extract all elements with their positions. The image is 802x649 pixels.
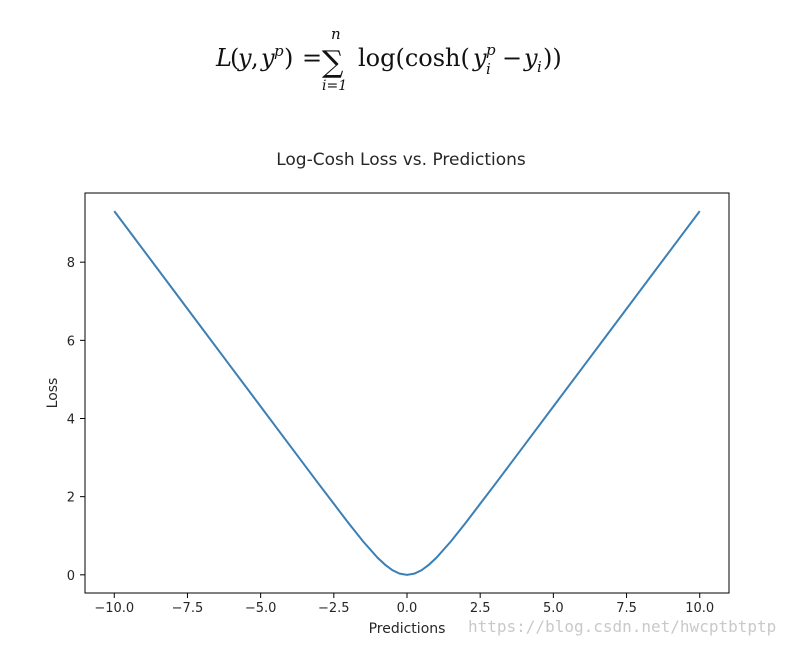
formula-lhs-comma: ,	[251, 44, 259, 72]
formula-lhs-open: (	[230, 44, 239, 72]
formula-lhs-l: L	[215, 44, 232, 72]
watermark: https://blog.csdn.net/hwcptbtptp	[468, 617, 777, 636]
formula-rhs-y: y	[472, 44, 487, 72]
formula-lhs-y: y	[237, 44, 252, 72]
formula-rhs-i-sub: i	[486, 60, 491, 78]
y-axis-label: Loss	[45, 378, 61, 409]
x-tick-label: 10.0	[685, 601, 714, 616]
formula-rhs-func: log(cosh(	[358, 44, 470, 72]
x-axis-label: Predictions	[369, 621, 446, 637]
y-axis: 0 2 4 6 8	[67, 256, 85, 584]
formula-rhs-close: ))	[543, 44, 562, 72]
formula-sum-symbol: ∑	[322, 45, 344, 80]
formula-sum-lower: i=1	[322, 78, 347, 94]
x-tick-label: −2.5	[318, 601, 350, 616]
series-line	[113, 210, 701, 576]
x-axis: −10.0 −7.5 −5.0 −2.5 0.0 2.5 5.0 7.5 10.0	[94, 593, 714, 616]
y-tick-label: 0	[67, 569, 75, 584]
formula-rhs-p-sup: p	[486, 41, 496, 59]
formula-svg: L ( y , y p ) = n ∑ i=1 log(cosh( y p i …	[215, 26, 562, 94]
x-tick-label: −7.5	[172, 601, 204, 616]
formula-lhs-p-sup: p	[274, 42, 284, 60]
y-tick-label: 6	[67, 334, 75, 349]
formula: L ( y , y p ) = n ∑ i=1 log(cosh( y p i …	[208, 26, 568, 96]
formula-sum-upper: n	[331, 26, 341, 43]
formula-lhs-y2: y	[260, 44, 275, 72]
x-tick-label: 0.0	[397, 601, 418, 616]
x-tick-label: 2.5	[470, 601, 491, 616]
formula-equals: =	[302, 44, 322, 72]
plot-area	[84, 192, 730, 594]
x-tick-label: 7.5	[616, 601, 637, 616]
formula-rhs-y2-sub: i	[537, 58, 542, 76]
formula-lhs-close: )	[284, 44, 293, 72]
chart-title: Log-Cosh Loss vs. Predictions	[276, 150, 526, 170]
plot-frame	[84, 192, 730, 594]
formula-rhs-minus: −	[502, 44, 522, 72]
x-tick-label: −5.0	[245, 601, 277, 616]
y-tick-label: 8	[67, 256, 75, 271]
y-tick-label: 2	[67, 491, 75, 506]
x-tick-label: 5.0	[543, 601, 564, 616]
x-tick-label: −10.0	[94, 601, 134, 616]
y-tick-label: 4	[67, 413, 75, 428]
formula-rhs-y2: y	[523, 44, 538, 72]
